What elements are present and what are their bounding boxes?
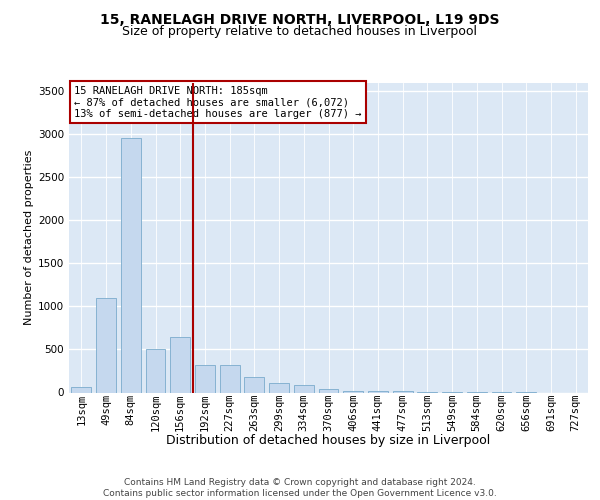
Bar bbox=[71, 388, 91, 392]
Bar bbox=[343, 390, 363, 392]
Bar bbox=[96, 298, 116, 392]
Bar bbox=[294, 385, 314, 392]
X-axis label: Distribution of detached houses by size in Liverpool: Distribution of detached houses by size … bbox=[166, 434, 491, 447]
Text: 15 RANELAGH DRIVE NORTH: 185sqm
← 87% of detached houses are smaller (6,072)
13%: 15 RANELAGH DRIVE NORTH: 185sqm ← 87% of… bbox=[74, 86, 362, 119]
Bar bbox=[146, 350, 166, 393]
Text: Size of property relative to detached houses in Liverpool: Size of property relative to detached ho… bbox=[122, 25, 478, 38]
Bar bbox=[393, 391, 413, 392]
Bar bbox=[319, 389, 338, 392]
Bar bbox=[195, 365, 215, 392]
Bar bbox=[170, 336, 190, 392]
Text: Contains HM Land Registry data © Crown copyright and database right 2024.
Contai: Contains HM Land Registry data © Crown c… bbox=[103, 478, 497, 498]
Text: 15, RANELAGH DRIVE NORTH, LIVERPOOL, L19 9DS: 15, RANELAGH DRIVE NORTH, LIVERPOOL, L19… bbox=[100, 12, 500, 26]
Bar bbox=[121, 138, 140, 392]
Bar bbox=[269, 383, 289, 392]
Bar bbox=[244, 378, 264, 392]
Y-axis label: Number of detached properties: Number of detached properties bbox=[24, 150, 34, 325]
Bar bbox=[220, 365, 239, 392]
